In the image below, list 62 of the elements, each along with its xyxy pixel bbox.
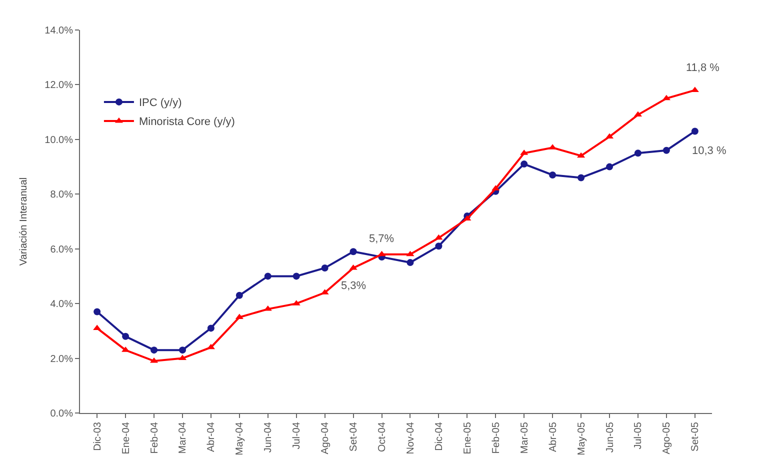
x-tick-label: Mar-04 xyxy=(178,422,189,454)
annotation: 11,8 % xyxy=(686,62,720,74)
x-tick-label: Set-04 xyxy=(348,422,360,452)
point xyxy=(207,324,214,332)
y-tick-label: 4.0% xyxy=(50,299,74,310)
annotation: 10,3 % xyxy=(692,145,726,157)
point xyxy=(236,292,243,299)
y-tick-label: 12.0% xyxy=(44,80,74,92)
x-tick-label: May-04 xyxy=(234,422,246,456)
x-tick-label: Mar-05 xyxy=(519,422,530,454)
point xyxy=(662,94,670,100)
point xyxy=(350,248,357,256)
point xyxy=(434,234,443,240)
point xyxy=(520,160,528,168)
y-tick-label: 6.0% xyxy=(50,244,74,256)
x-tick-label: Dic-04 xyxy=(434,422,445,451)
point xyxy=(549,171,556,178)
y-tick-label: 0.0% xyxy=(50,408,74,420)
x-tick-label: Oct-04 xyxy=(377,422,388,452)
legend-label: Minorista Core (y/y) xyxy=(138,116,235,128)
x-tick-label: Nov-04 xyxy=(405,422,416,454)
annotation: 5,3% xyxy=(341,280,366,292)
point xyxy=(292,272,300,280)
point xyxy=(94,308,101,316)
point xyxy=(691,128,698,135)
legend-label: IPC (y/y) xyxy=(138,97,182,110)
x-tick-label: Feb-05 xyxy=(490,422,502,454)
point xyxy=(634,150,642,157)
x-tick-label: Jun-05 xyxy=(604,422,616,453)
y-tick-label: 2.0% xyxy=(50,354,74,365)
point xyxy=(606,163,614,170)
x-tick-label: Ago-04 xyxy=(320,422,332,454)
x-tick-label: Feb-04 xyxy=(149,422,160,454)
point xyxy=(406,250,414,256)
point xyxy=(178,346,186,354)
x-tick-label: Ago-05 xyxy=(662,422,673,454)
point xyxy=(378,250,386,256)
point xyxy=(122,332,130,340)
point xyxy=(435,242,442,250)
point xyxy=(577,152,586,158)
x-tick-label: Dic-03 xyxy=(92,422,104,451)
point xyxy=(463,215,472,221)
point xyxy=(406,259,414,266)
point xyxy=(321,264,328,272)
y-tick-label: 8.0% xyxy=(50,190,74,201)
x-tick-label: Ene-05 xyxy=(462,422,474,454)
point xyxy=(264,272,272,280)
point xyxy=(578,174,585,182)
point xyxy=(662,146,670,154)
point xyxy=(150,346,158,354)
annotation: 5,7% xyxy=(369,233,394,245)
y-tick-label: 14.0% xyxy=(44,26,74,36)
x-tick-label: Ene-04 xyxy=(120,422,132,454)
y-tick-label: 10.0% xyxy=(44,134,74,146)
x-tick-label: Jul-04 xyxy=(292,422,303,450)
x-tick-label: Jun-04 xyxy=(263,422,274,453)
x-tick-label: May-05 xyxy=(576,422,588,456)
x-tick-label: Abr-04 xyxy=(206,422,218,452)
x-tick-label: Set-05 xyxy=(690,422,702,452)
x-tick-label: Abr-05 xyxy=(548,422,559,452)
x-tick-label: Jul-05 xyxy=(633,422,644,450)
y-axis-title: Variación Interanual xyxy=(18,177,30,266)
